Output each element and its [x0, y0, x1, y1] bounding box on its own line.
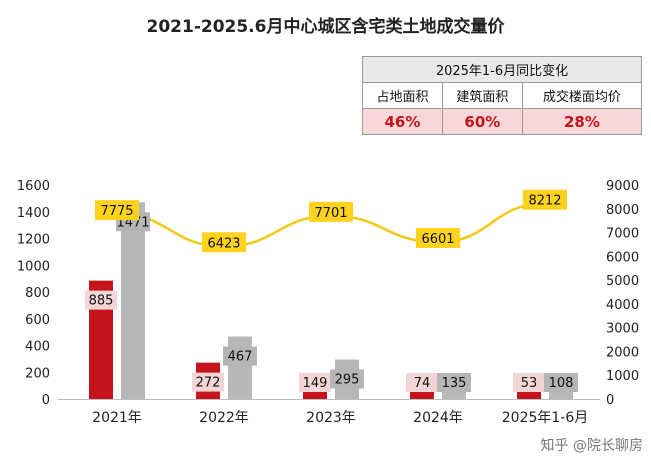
data-label-land-area: 74 — [414, 376, 431, 391]
left-axis-tick-label: 1200 — [17, 233, 50, 248]
x-axis-category-label: 2022年 — [199, 410, 249, 426]
data-label-avg-price: 7701 — [314, 206, 347, 221]
x-axis-category-label: 2024年 — [413, 410, 463, 426]
right-axis-tick-label: 4000 — [606, 298, 639, 313]
bar-land-area — [410, 389, 434, 399]
bar-building-area — [121, 202, 145, 399]
left-axis-tick-label: 0 — [42, 393, 50, 408]
summary-table: 2025年1-6月同比变化 占地面积 建筑面积 成交楼面均价 46% 60% 2… — [362, 56, 643, 135]
data-label-building-area: 135 — [442, 376, 467, 391]
data-label-bg-avg-price — [523, 189, 567, 210]
data-label-bg-land-area — [192, 372, 224, 392]
data-label-bg-building-area — [330, 369, 364, 389]
data-label-land-area: 53 — [521, 376, 538, 391]
data-label-land-area: 885 — [89, 294, 114, 309]
right-axis-tick-label: 1000 — [606, 369, 639, 384]
data-label-bg-land-area — [513, 373, 545, 392]
summary-value-avg-price: 28% — [521, 108, 643, 135]
data-label-land-area: 149 — [303, 376, 328, 391]
summary-value-row: 46% 60% 28% — [362, 108, 643, 135]
data-label-bg-building-area — [223, 346, 257, 366]
data-label-bg-land-area — [299, 373, 331, 392]
x-axis-category-label: 2025年1-6月 — [502, 410, 589, 426]
watermark: 知乎 @院长聊房 — [540, 438, 643, 454]
bar-land-area — [517, 391, 541, 399]
summary-value-building-area: 60% — [441, 108, 523, 135]
data-label-building-area: 108 — [549, 376, 574, 391]
summary-label-land-area: 占地面积 — [362, 82, 443, 109]
summary-value-land-area: 46% — [362, 108, 443, 135]
data-label-bg-avg-price — [416, 228, 460, 249]
right-axis-tick-label: 9000 — [606, 179, 639, 194]
right-axis-tick-label: 0 — [606, 393, 614, 408]
right-axis-tick-label: 5000 — [606, 274, 639, 289]
right-axis-tick-label: 7000 — [606, 227, 639, 242]
data-label-building-area: 467 — [228, 350, 253, 365]
left-axis-tick-label: 1600 — [17, 179, 50, 194]
summary-label-building-area: 建筑面积 — [441, 82, 523, 109]
x-axis-category-label: 2023年 — [306, 410, 356, 426]
data-label-bg-avg-price — [95, 200, 139, 221]
data-label-land-area: 272 — [196, 376, 221, 391]
data-label-avg-price: 8212 — [528, 194, 561, 209]
data-label-bg-building-area — [544, 373, 578, 392]
right-axis-tick-label: 2000 — [606, 345, 639, 360]
left-axis-tick-label: 200 — [25, 366, 50, 381]
left-axis-tick-label: 600 — [25, 313, 50, 328]
left-axis-tick-label: 400 — [25, 340, 50, 355]
chart-title: 2021-2025.6月中心城区含宅类土地成交量价 — [146, 17, 505, 37]
data-label-bg-land-area — [406, 373, 438, 392]
summary-label-row: 占地面积 建筑面积 成交楼面均价 — [362, 82, 643, 109]
data-label-avg-price: 6601 — [421, 232, 454, 247]
bar-building-area — [228, 336, 252, 399]
left-axis-tick-label: 1000 — [17, 259, 50, 274]
data-label-bg-avg-price — [309, 201, 353, 222]
right-axis-tick-label: 8000 — [606, 203, 639, 218]
right-axis-tick-label: 6000 — [606, 250, 639, 265]
data-label-avg-price: 6423 — [207, 236, 240, 251]
data-label-bg-building-area — [437, 373, 471, 392]
left-axis-tick-label: 800 — [25, 286, 50, 301]
data-label-bg-avg-price — [202, 232, 246, 253]
right-axis-tick-label: 3000 — [606, 322, 639, 337]
data-label-building-area: 295 — [335, 373, 360, 388]
x-axis-category-label: 2021年 — [92, 410, 142, 426]
data-label-bg-land-area — [85, 290, 117, 310]
left-axis-tick-label: 1400 — [17, 206, 50, 221]
summary-label-avg-price: 成交楼面均价 — [521, 82, 643, 109]
data-label-avg-price: 7775 — [100, 204, 133, 219]
